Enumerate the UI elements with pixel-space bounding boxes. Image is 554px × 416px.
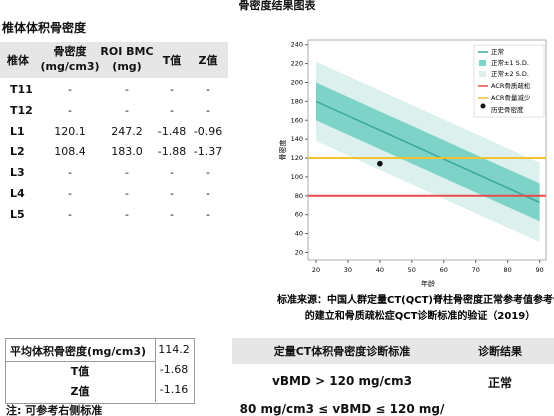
table-cell: - — [206, 83, 210, 96]
criteria-cell: 80 mg/cm3 ≤ vBMD ≤ 120 mg/ — [239, 402, 445, 416]
legend-label: 正常 — [491, 47, 504, 56]
table-cell: -1.48 — [157, 124, 187, 138]
y-tick-label: 240 — [291, 41, 303, 49]
summary-value: -1.16 — [159, 383, 189, 396]
summary-value: 114.2 — [158, 343, 190, 356]
summary-rule — [5, 361, 155, 362]
table-cell: L5 — [10, 207, 25, 221]
table-cell: - — [125, 187, 129, 200]
y-tick-label: 200 — [291, 78, 303, 86]
y-tick-label: 40 — [295, 230, 303, 238]
summary-box — [5, 338, 195, 404]
table-header: 骨密度 (mg/cm3) — [40, 45, 100, 73]
table-cell: L2 — [10, 145, 25, 159]
x-tick-label: 50 — [408, 266, 416, 274]
table-title: 椎体体积骨密度 — [2, 21, 87, 35]
table-cell: L4 — [10, 187, 25, 200]
table-cell: -1.37 — [193, 145, 223, 159]
y-tick-label: 220 — [291, 60, 303, 68]
table-cell: - — [68, 166, 72, 180]
y-axis-label: 骨密度 — [278, 140, 287, 161]
table-header: 椎体 — [7, 54, 29, 67]
table-cell: - — [206, 187, 210, 200]
legend-box — [473, 44, 545, 118]
table-cell: - — [68, 187, 72, 200]
table-cell: 183.0 — [111, 145, 143, 159]
summary-value: -1.68 — [159, 363, 189, 376]
x-tick-label: 60 — [440, 266, 448, 274]
table-cell: T11 — [10, 83, 33, 96]
summary-label: 平均体积骨密度(mg/cm3) — [10, 345, 147, 358]
legend-swatch — [480, 103, 486, 109]
table-cell: L3 — [10, 166, 25, 180]
table-cell: - — [68, 207, 72, 221]
history-point — [377, 160, 383, 167]
y-tick-label: 100 — [291, 173, 303, 181]
legend-swatch — [479, 60, 486, 66]
x-axis-label: 年龄 — [421, 279, 435, 288]
criteria-header-bg — [232, 338, 554, 364]
legend-label: ACR骨质疏松 — [491, 81, 531, 90]
note: 注: 可参考右侧标准 — [6, 404, 103, 416]
y-tick-label: 60 — [295, 211, 303, 219]
y-tick-label: 140 — [291, 135, 303, 143]
legend-label: ACR骨量减少 — [491, 93, 531, 102]
source-text: 的建立和骨质疏松症QCT诊断标准的验证（2019） — [305, 309, 536, 322]
table-cell: - — [68, 83, 72, 96]
x-tick-label: 80 — [504, 266, 512, 274]
header-bg — [0, 42, 228, 78]
y-tick-label: 120 — [291, 154, 303, 162]
y-tick-label: 80 — [295, 192, 303, 200]
criteria-header: 定量CT体积骨密度诊断标准 — [273, 345, 411, 358]
table-cell: -1.88 — [157, 145, 187, 159]
table-cell: 120.1 — [54, 124, 86, 138]
table-cell: L1 — [10, 124, 25, 138]
table-cell: - — [206, 166, 210, 180]
x-tick-label: 40 — [376, 266, 384, 274]
page-title: 骨密度结果图表 — [238, 0, 316, 12]
table-cell: - — [125, 103, 129, 117]
criteria-header: 诊断结果 — [478, 345, 522, 358]
x-tick-label: 70 — [472, 266, 480, 274]
table-cell: -0.96 — [193, 124, 223, 138]
summary-label: Z值 — [70, 385, 90, 398]
table-cell: - — [125, 166, 129, 180]
x-tick-label: 30 — [344, 266, 352, 274]
y-tick-label: 180 — [291, 97, 303, 105]
table-cell: - — [170, 207, 174, 221]
y-tick-label: 160 — [291, 116, 303, 124]
table-cell: - — [170, 166, 174, 180]
x-tick-label: 20 — [312, 266, 320, 274]
summary-label: T值 — [70, 365, 90, 378]
y-tick-label: 20 — [295, 248, 303, 256]
table-cell: - — [170, 103, 174, 117]
legend-swatch — [479, 71, 486, 77]
table-cell: T12 — [10, 103, 33, 117]
table-cell: - — [125, 207, 129, 221]
criteria-cell: 正常 — [487, 376, 513, 390]
table-header: ROI BMC (mg) — [100, 45, 154, 73]
table-header: Z值 — [198, 54, 218, 67]
table-cell: - — [170, 83, 174, 96]
table-cell: 247.2 — [111, 124, 143, 138]
summary-divider — [155, 338, 156, 402]
legend-label: 正常±1 S.D. — [491, 58, 529, 67]
table-cell: - — [206, 103, 210, 117]
table-cell: - — [68, 103, 72, 117]
table-cell: - — [206, 207, 210, 221]
legend-label: 历史骨密度 — [491, 105, 524, 114]
table-cell: 108.4 — [54, 145, 86, 159]
mean-line — [315, 100, 540, 204]
table-cell: - — [125, 83, 129, 96]
table-header: T值 — [162, 54, 182, 67]
source-text: 标准来源：中国人群定量CT(QCT)脊柱骨密度正常参考值参考值 — [276, 293, 554, 306]
x-tick-label: 90 — [535, 266, 543, 274]
criteria-cell: vBMD > 120 mg/cm3 — [272, 374, 412, 388]
table-cell: - — [170, 187, 174, 200]
chart: 20 40 60 80 100 120 140 160 180 200 220 240 20 30 40 50… — [276, 39, 554, 322]
legend-label: 正常±2 S.D. — [491, 69, 529, 78]
